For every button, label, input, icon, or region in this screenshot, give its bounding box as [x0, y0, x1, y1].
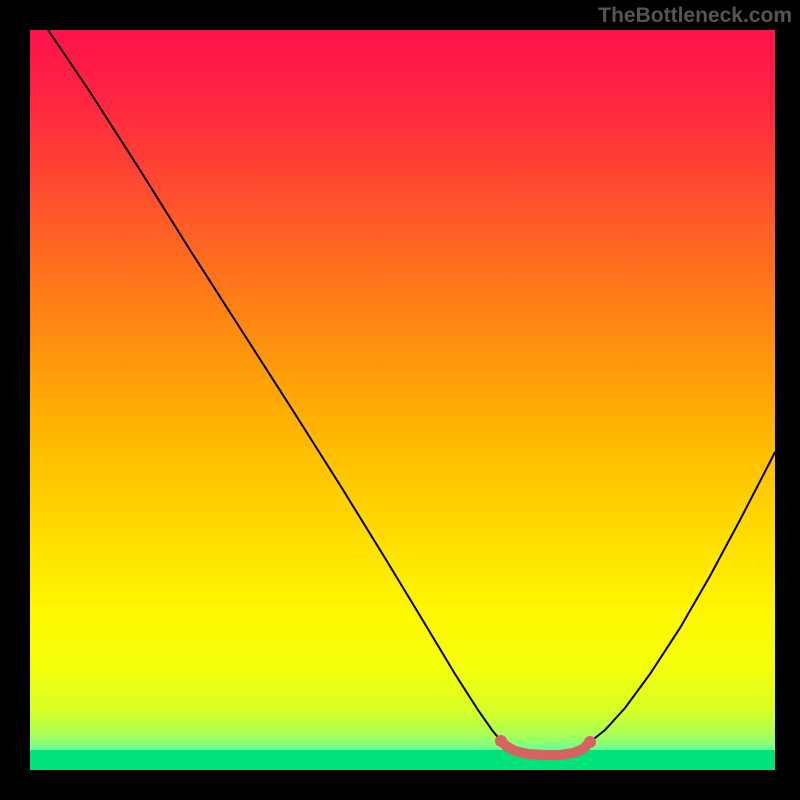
valley-dot: [495, 735, 507, 747]
curve-overlay: [30, 30, 775, 770]
curve-left: [48, 30, 501, 741]
valley-marker: [501, 741, 590, 755]
valley-dot: [584, 736, 596, 748]
chart-container: TheBottleneck.com: [0, 0, 800, 800]
plot-area: [30, 30, 775, 770]
watermark-text: TheBottleneck.com: [598, 4, 792, 28]
curve-right: [590, 452, 775, 742]
